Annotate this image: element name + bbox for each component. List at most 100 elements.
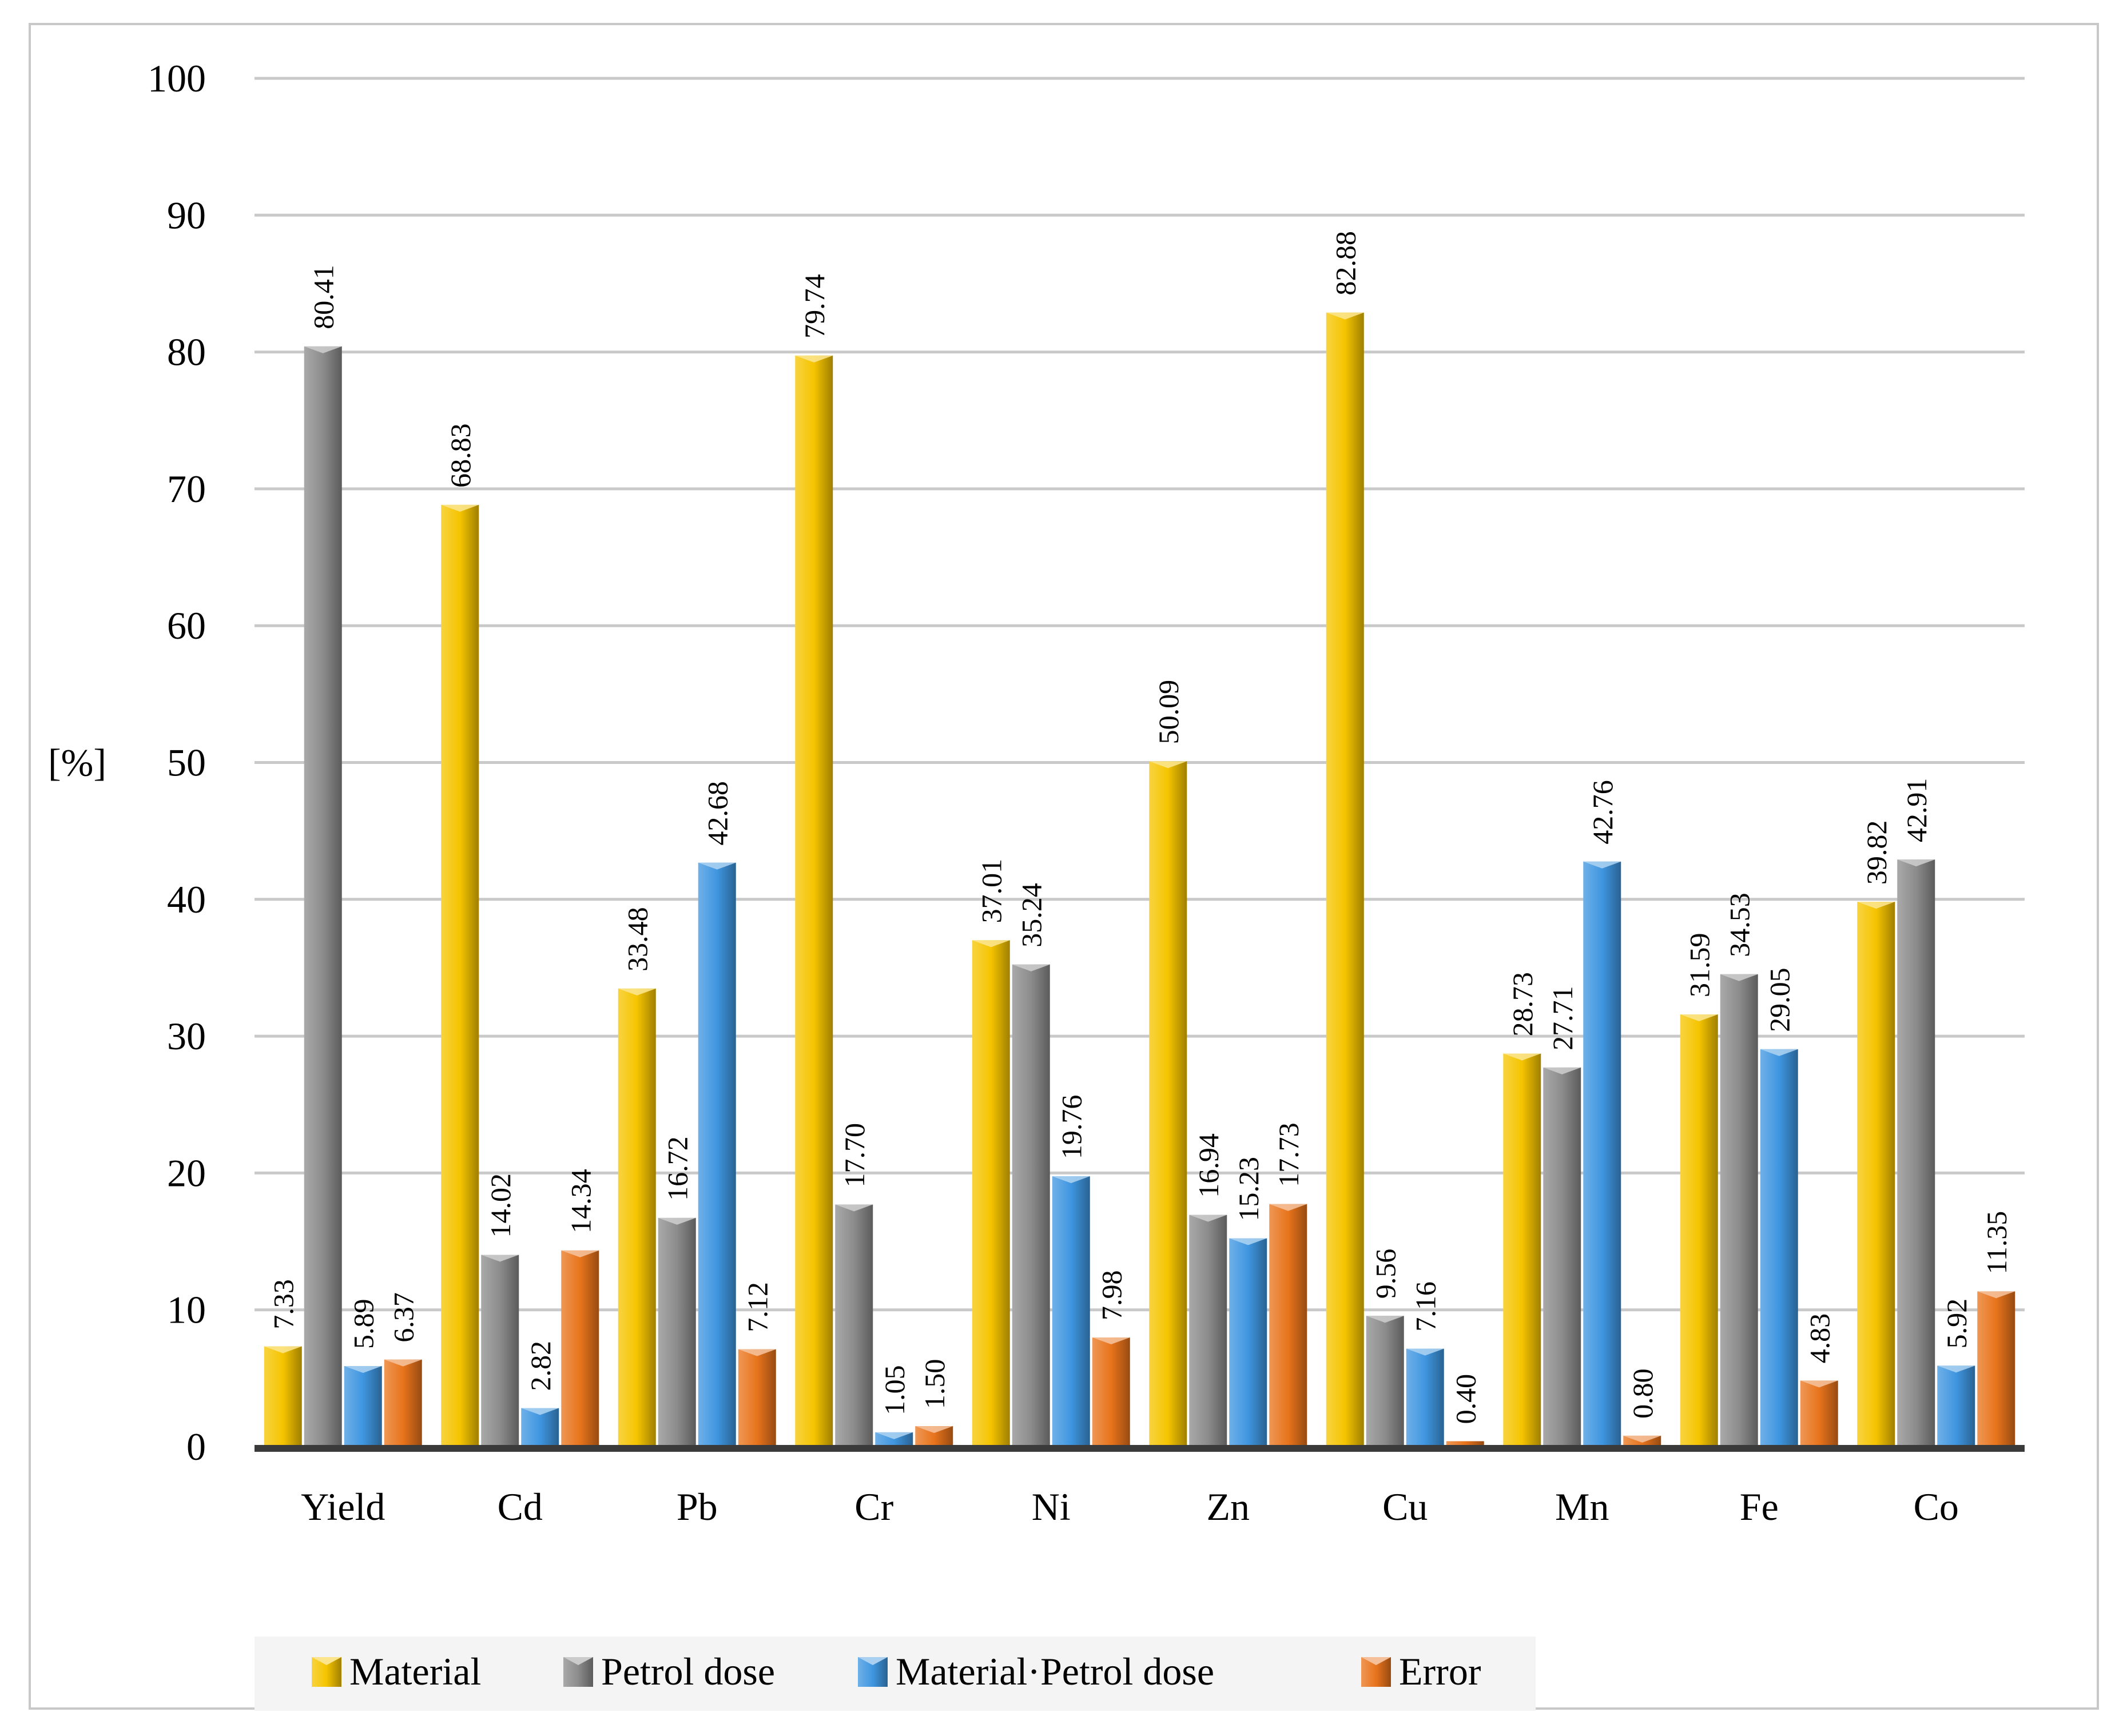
- bar-cap-cr-error: [915, 1426, 953, 1434]
- gridlines: [255, 77, 2025, 1312]
- data-label-cu-error: 0.40: [1450, 1374, 1482, 1424]
- data-label-zn-material-petrol-dose: 15.23: [1233, 1157, 1265, 1221]
- data-label-pb-material: 33.48: [622, 907, 654, 971]
- bar-yield-error: [384, 1359, 422, 1447]
- data-label-co-petrol-dose: 42.91: [1901, 778, 1933, 843]
- bar-cd-petrol-dose: [481, 1255, 519, 1447]
- y-tick-label-100: 100: [148, 57, 206, 100]
- bar-cap-mn-petrol-dose: [1543, 1067, 1581, 1074]
- bar-cap-cd-material: [441, 504, 479, 512]
- legend-swatch-cap-petrol-dose: [563, 1657, 593, 1665]
- bar-co-material: [1857, 902, 1895, 1447]
- bar-cu-material-petrol-dose: [1406, 1348, 1444, 1447]
- data-label-yield-material: 7.33: [268, 1279, 300, 1329]
- bar-cap-zn-petrol-dose: [1189, 1215, 1227, 1222]
- bar-cap-fe-error: [1800, 1380, 1838, 1388]
- bar-mn-material-petrol-dose: [1583, 861, 1621, 1447]
- bar-cap-yield-material-petrol-dose: [344, 1366, 382, 1373]
- x-category-label-cu: Cu: [1382, 1485, 1428, 1528]
- bar-cap-yield-material: [264, 1346, 302, 1353]
- bar-ni-material-petrol-dose: [1052, 1176, 1090, 1447]
- bar-cap-co-material-petrol-dose: [1937, 1365, 1975, 1373]
- bar-cap-pb-material-petrol-dose: [698, 862, 736, 870]
- data-label-ni-material-petrol-dose: 19.76: [1056, 1095, 1088, 1160]
- x-category-label-yield: Yield: [301, 1485, 385, 1528]
- data-label-cr-material-petrol-dose: 1.05: [878, 1365, 911, 1415]
- data-label-pb-petrol-dose: 16.72: [662, 1136, 694, 1201]
- bar-cr-petrol-dose: [835, 1204, 873, 1447]
- legend-label-error: Error: [1399, 1650, 1481, 1693]
- data-label-zn-petrol-dose: 16.94: [1192, 1133, 1224, 1198]
- bar-zn-petrol-dose: [1189, 1215, 1227, 1447]
- data-label-ni-material: 37.01: [976, 859, 1008, 923]
- legend-swatch-cap-material-petrol-dose: [858, 1657, 888, 1665]
- bar-cu-material: [1326, 312, 1364, 1447]
- bar-cap-cr-material-petrol-dose: [875, 1432, 913, 1439]
- bar-cap-pb-error: [738, 1349, 776, 1356]
- bar-cd-material: [441, 504, 479, 1447]
- bar-cap-fe-material: [1680, 1014, 1718, 1022]
- bar-cap-co-material: [1857, 902, 1895, 909]
- x-category-label-co: Co: [1914, 1485, 1959, 1528]
- data-label-mn-error: 0.80: [1627, 1368, 1659, 1419]
- legend-swatch-cap-material: [312, 1657, 341, 1665]
- bar-cap-ni-error: [1092, 1337, 1130, 1345]
- bar-cap-cd-error: [561, 1250, 599, 1257]
- data-label-pb-material-petrol-dose: 42.68: [702, 781, 734, 846]
- bar-fe-material-petrol-dose: [1760, 1049, 1798, 1447]
- bar-co-error: [1977, 1291, 2015, 1447]
- bar-cap-cu-petrol-dose: [1366, 1316, 1404, 1323]
- data-label-fe-material: 31.59: [1684, 933, 1716, 998]
- data-label-cr-petrol-dose: 17.70: [838, 1123, 870, 1188]
- bar-cap-pb-material: [618, 988, 656, 996]
- data-label-cd-material: 68.83: [444, 423, 476, 488]
- bar-pb-material: [618, 988, 656, 1447]
- data-label-mn-material-petrol-dose: 42.76: [1587, 780, 1619, 845]
- data-label-yield-material-petrol-dose: 5.89: [348, 1299, 380, 1349]
- data-label-cr-error: 1.50: [919, 1359, 951, 1409]
- bar-cap-cu-material: [1326, 312, 1364, 320]
- bar-cap-pb-petrol-dose: [658, 1217, 696, 1225]
- bar-yield-material: [264, 1346, 302, 1447]
- data-label-fe-petrol-dose: 34.53: [1724, 893, 1756, 957]
- y-tick-label-20: 20: [167, 1151, 206, 1195]
- bar-ni-material: [972, 940, 1010, 1447]
- bar-cap-cr-material: [795, 355, 833, 363]
- x-category-label-pb: Pb: [677, 1485, 718, 1528]
- bar-cap-yield-petrol-dose: [304, 346, 342, 353]
- bar-fe-petrol-dose: [1720, 974, 1758, 1447]
- bar-cap-fe-petrol-dose: [1720, 974, 1758, 981]
- data-label-zn-material: 50.09: [1152, 680, 1184, 744]
- bar-cap-co-error: [1977, 1291, 2015, 1299]
- axes: 0 10 20 30 40 50 60 70 80 90 100 [%] Yield Cd Pb Cr Ni Zn…: [48, 57, 2025, 1528]
- bar-cap-ni-material-petrol-dose: [1052, 1176, 1090, 1184]
- bar-cap-zn-material: [1149, 761, 1187, 769]
- data-label-cd-error: 14.34: [564, 1169, 597, 1233]
- bar-cap-mn-error: [1623, 1435, 1661, 1443]
- data-label-co-material-petrol-dose: 5.92: [1941, 1299, 1973, 1349]
- data-label-cu-material-petrol-dose: 7.16: [1410, 1281, 1442, 1332]
- bar-cap-ni-material: [972, 940, 1010, 947]
- x-category-label-mn: Mn: [1555, 1485, 1609, 1528]
- bar-ni-petrol-dose: [1012, 964, 1050, 1447]
- x-category-label-ni: Ni: [1032, 1485, 1071, 1528]
- bar-cap-cr-petrol-dose: [835, 1204, 873, 1212]
- y-axis-label: [%]: [48, 741, 106, 785]
- legend-label-material: Material: [349, 1650, 481, 1693]
- bar-cap-mn-material: [1503, 1053, 1541, 1061]
- y-tick-label-0: 0: [186, 1425, 206, 1468]
- data-label-yield-petrol-dose: 80.41: [308, 265, 340, 329]
- data-label-ni-error: 7.98: [1096, 1271, 1128, 1321]
- bar-cap-zn-material-petrol-dose: [1229, 1238, 1267, 1245]
- bar-cap-cd-material-petrol-dose: [521, 1408, 559, 1415]
- data-label-co-material: 39.82: [1860, 821, 1893, 885]
- x-category-label-cd: Cd: [498, 1485, 543, 1528]
- bar-co-material-petrol-dose: [1937, 1365, 1975, 1447]
- data-label-co-error: 11.35: [1981, 1211, 2013, 1275]
- bar-cu-petrol-dose: [1366, 1316, 1404, 1447]
- bar-cr-material: [795, 355, 833, 1447]
- bar-cap-mn-material-petrol-dose: [1583, 861, 1621, 869]
- bar-cap-cu-material-petrol-dose: [1406, 1348, 1444, 1356]
- y-tick-label-10: 10: [167, 1288, 206, 1332]
